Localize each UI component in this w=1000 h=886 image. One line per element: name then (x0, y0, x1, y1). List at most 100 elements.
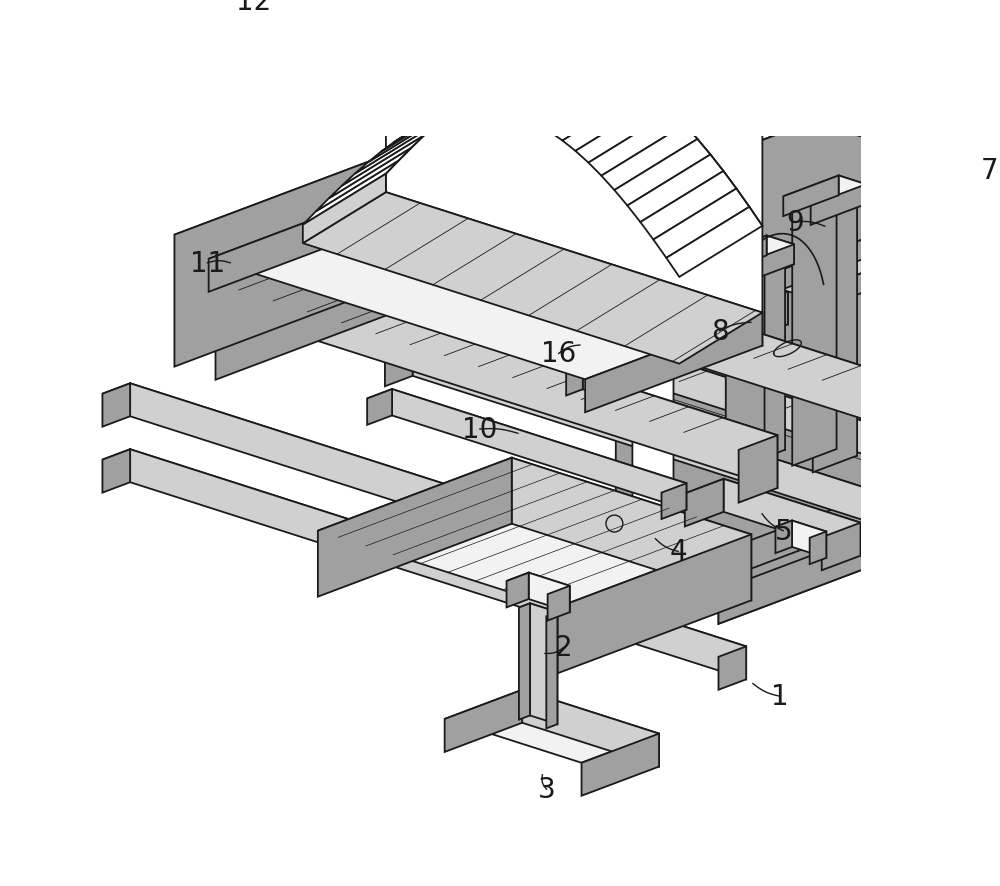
Polygon shape (519, 603, 557, 617)
Polygon shape (657, 92, 967, 604)
Polygon shape (205, 265, 777, 450)
Polygon shape (775, 521, 826, 538)
Polygon shape (661, 484, 686, 519)
Polygon shape (524, 68, 620, 125)
Polygon shape (909, 222, 957, 258)
Text: 4: 4 (669, 538, 687, 566)
Text: 10: 10 (462, 416, 498, 444)
Polygon shape (607, 304, 624, 377)
Polygon shape (342, 123, 438, 187)
Polygon shape (498, 61, 594, 115)
Text: 16: 16 (541, 340, 576, 368)
Polygon shape (355, 113, 451, 175)
Polygon shape (802, 238, 957, 316)
Polygon shape (671, 97, 981, 609)
Polygon shape (936, 213, 971, 256)
Polygon shape (530, 603, 557, 725)
Polygon shape (548, 587, 570, 621)
Polygon shape (744, 245, 794, 284)
Polygon shape (981, 97, 1000, 508)
Polygon shape (926, 80, 1000, 145)
Polygon shape (724, 479, 861, 556)
Text: 12: 12 (236, 0, 272, 16)
Polygon shape (566, 350, 583, 396)
Polygon shape (616, 80, 1000, 229)
Polygon shape (343, 213, 382, 280)
Polygon shape (783, 176, 839, 217)
Polygon shape (407, 76, 503, 135)
Polygon shape (130, 450, 746, 680)
Polygon shape (583, 350, 610, 399)
Polygon shape (174, 159, 379, 367)
Polygon shape (726, 246, 785, 268)
Polygon shape (792, 521, 826, 558)
Polygon shape (446, 62, 542, 117)
Polygon shape (783, 176, 866, 206)
Polygon shape (329, 136, 425, 199)
Polygon shape (671, 97, 1000, 229)
Polygon shape (102, 384, 130, 427)
Polygon shape (420, 70, 516, 128)
Polygon shape (511, 64, 607, 120)
Polygon shape (717, 237, 767, 275)
Polygon shape (810, 532, 826, 564)
Polygon shape (385, 277, 1000, 478)
Polygon shape (726, 281, 788, 302)
Polygon shape (775, 521, 792, 554)
Polygon shape (792, 186, 857, 209)
Polygon shape (102, 450, 130, 494)
Polygon shape (343, 213, 916, 398)
Polygon shape (685, 479, 724, 527)
Polygon shape (522, 690, 659, 766)
Polygon shape (519, 603, 530, 719)
Text: 7: 7 (980, 158, 998, 185)
Polygon shape (557, 535, 751, 673)
Polygon shape (616, 80, 926, 591)
Polygon shape (130, 384, 726, 607)
Polygon shape (174, 159, 420, 249)
Polygon shape (909, 119, 950, 461)
Polygon shape (588, 113, 684, 176)
Polygon shape (594, 359, 610, 405)
Polygon shape (244, 265, 777, 488)
Text: 9: 9 (786, 208, 804, 237)
Text: 1: 1 (771, 682, 789, 711)
Polygon shape (726, 281, 754, 324)
Polygon shape (368, 102, 464, 163)
Polygon shape (943, 223, 971, 267)
Polygon shape (569, 287, 624, 370)
Polygon shape (382, 213, 916, 437)
Polygon shape (616, 80, 926, 229)
Polygon shape (316, 148, 412, 212)
Polygon shape (512, 458, 751, 601)
Polygon shape (616, 422, 1000, 571)
Polygon shape (459, 60, 555, 113)
Polygon shape (666, 207, 762, 277)
Polygon shape (765, 246, 785, 450)
Polygon shape (813, 192, 857, 473)
Polygon shape (718, 113, 1000, 261)
Polygon shape (102, 384, 726, 585)
Polygon shape (926, 80, 967, 488)
Text: 8: 8 (711, 317, 728, 346)
Polygon shape (413, 344, 1000, 573)
Polygon shape (792, 186, 837, 466)
Polygon shape (822, 523, 861, 571)
Text: 2: 2 (555, 633, 572, 662)
Polygon shape (754, 222, 909, 301)
Polygon shape (381, 92, 477, 152)
Polygon shape (746, 253, 785, 465)
Polygon shape (980, 468, 1000, 511)
Polygon shape (303, 161, 399, 225)
Polygon shape (767, 237, 794, 265)
Polygon shape (367, 390, 686, 494)
Polygon shape (653, 190, 749, 259)
Polygon shape (472, 60, 568, 112)
Polygon shape (739, 436, 777, 503)
Polygon shape (394, 83, 490, 144)
Polygon shape (837, 186, 857, 456)
Polygon shape (385, 344, 413, 387)
Polygon shape (717, 237, 794, 264)
Polygon shape (385, 344, 1000, 551)
Polygon shape (216, 172, 420, 380)
